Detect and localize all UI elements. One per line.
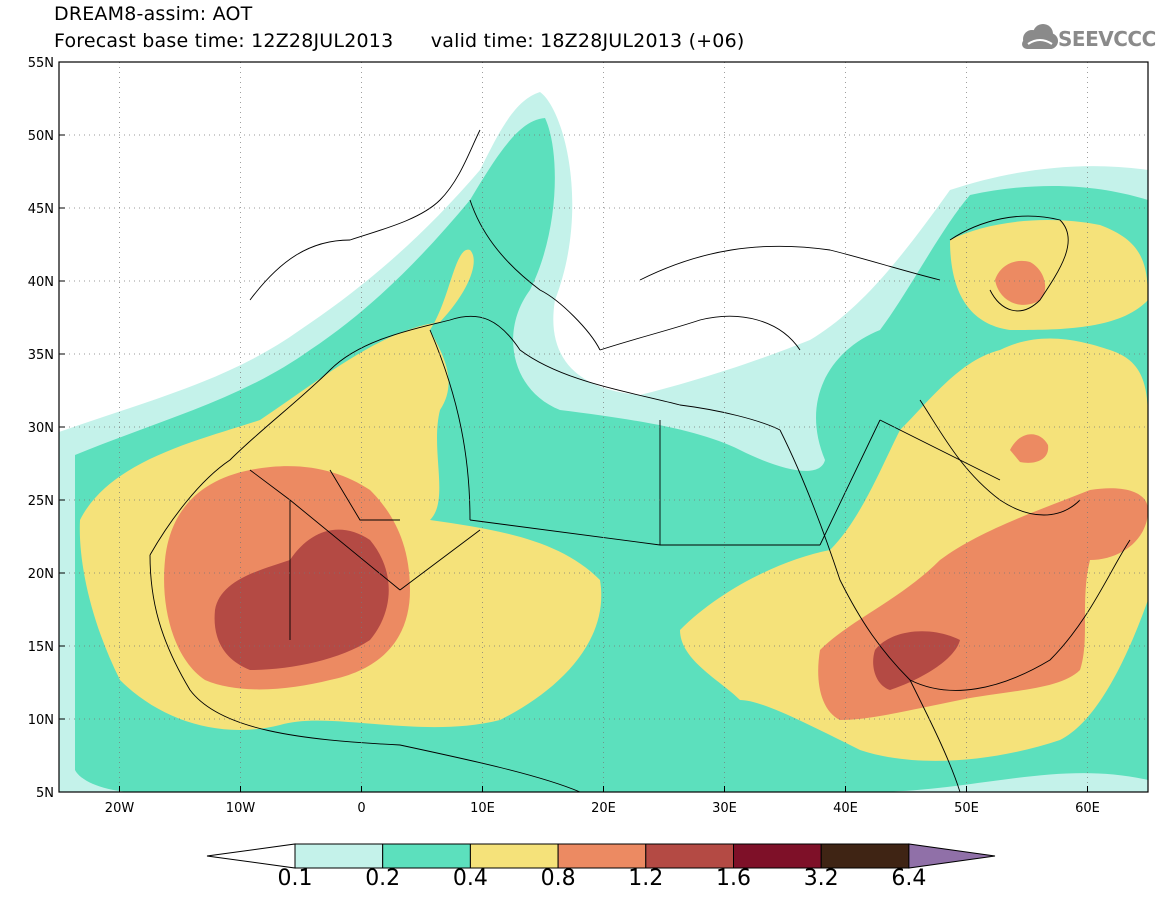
aot-contour-0.8 bbox=[164, 260, 1148, 720]
colorbar-level-label: 3.2 bbox=[803, 866, 839, 891]
colorbar-swatch bbox=[820, 843, 910, 869]
lat-tick-label: 55N bbox=[28, 56, 54, 71]
map-title: DREAM8-assim: AOT bbox=[54, 3, 253, 25]
colorbar-over-arrow bbox=[908, 843, 996, 869]
coastlines bbox=[149, 129, 1131, 792]
lon-tick-label: 0 bbox=[357, 801, 365, 816]
colorbar-swatch bbox=[645, 843, 734, 869]
logo-text: SEEVCCC bbox=[1058, 27, 1156, 51]
lon-tick-label: 20E bbox=[591, 801, 616, 816]
colorbar-level-label: 0.1 bbox=[277, 866, 313, 891]
lon-tick-label: 20W bbox=[105, 801, 135, 816]
longitude-axis: 20W 10W 0 10E 20E 30E 40E 50E 60E bbox=[105, 786, 1100, 816]
colorbar-level-label: 0.2 bbox=[365, 866, 401, 891]
aot-contour-1.2 bbox=[214, 529, 960, 690]
colorbar-level-label: 1.6 bbox=[716, 866, 751, 891]
colorbar-swatch bbox=[733, 843, 822, 869]
valid-time-label: valid time: 18Z28JUL2013 (+06) bbox=[430, 30, 745, 52]
lon-tick-label: 40E bbox=[833, 801, 858, 816]
lat-tick-label: 25N bbox=[28, 494, 54, 509]
colorbar bbox=[206, 843, 996, 869]
colorbar-swatch bbox=[557, 843, 647, 869]
latitude-axis: 55N 50N 45N 40N 35N 30N 25N 20N 15N 10N 5N bbox=[28, 56, 65, 801]
lat-tick-label: 35N bbox=[28, 348, 54, 363]
colorbar-level-label: 6.4 bbox=[891, 866, 927, 891]
lat-tick-label: 40N bbox=[28, 275, 54, 290]
lat-tick-label: 30N bbox=[28, 421, 54, 436]
colorbar-level-label: 0.8 bbox=[540, 866, 576, 891]
lat-tick-label: 45N bbox=[28, 202, 54, 217]
seevccc-logo bbox=[1022, 24, 1058, 49]
colorbar-level-label: 1.2 bbox=[628, 866, 664, 891]
colorbar-swatch bbox=[382, 843, 471, 869]
lon-tick-label: 50E bbox=[954, 801, 979, 816]
lat-tick-label: 50N bbox=[28, 129, 54, 144]
lon-tick-label: 60E bbox=[1075, 801, 1100, 816]
lat-tick-label: 10N bbox=[28, 713, 54, 728]
time-info: Forecast base time: 12Z28JUL2013 valid t… bbox=[54, 30, 745, 52]
lat-tick-label: 20N bbox=[28, 567, 54, 582]
colorbar-swatch bbox=[294, 843, 384, 869]
lat-tick-label: 5N bbox=[36, 786, 54, 801]
lon-tick-label: 10E bbox=[470, 801, 495, 816]
colorbar-swatch bbox=[469, 843, 559, 869]
lon-tick-label: 10W bbox=[226, 801, 256, 816]
colorbar-under-arrow bbox=[206, 843, 296, 869]
graticule bbox=[59, 62, 1148, 792]
base-time-label: Forecast base time: 12Z28JUL2013 bbox=[54, 30, 394, 52]
lon-tick-label: 30E bbox=[712, 801, 737, 816]
lat-tick-label: 15N bbox=[28, 640, 54, 655]
colorbar-level-label: 0.4 bbox=[452, 866, 488, 891]
